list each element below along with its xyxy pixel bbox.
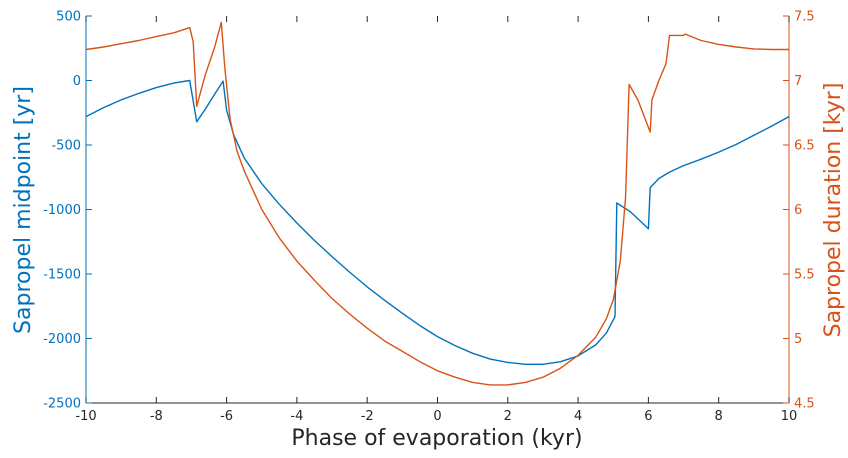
right-y-tick-label: 5	[794, 332, 802, 347]
x-axis-label: Phase of evaporation (kyr)	[291, 426, 582, 451]
right-y-tick-label: 7.5	[794, 10, 815, 25]
x-tick-label: -2	[361, 409, 374, 424]
left-y-tick-label: 0	[73, 74, 81, 89]
right-y-tick-label: 6.5	[794, 139, 815, 154]
x-tick-label: -10	[75, 409, 96, 424]
left-y-tick-label: -2000	[43, 332, 81, 347]
x-tick-label: -6	[220, 409, 233, 424]
x-tick-label: 8	[715, 409, 723, 424]
left-y-tick-label: -2500	[43, 397, 81, 412]
left-y-axis-label: Sapropel midpoint [yr]	[11, 86, 36, 334]
x-tick-label: -8	[150, 409, 163, 424]
x-tick-label: 6	[644, 409, 652, 424]
x-tick-label: 10	[781, 409, 798, 424]
right-y-tick-label: 6	[794, 203, 802, 218]
x-tick-label: 2	[504, 409, 512, 424]
x-tick-label: 0	[433, 409, 441, 424]
right-y-axis-label: Sapropel duration [kyr]	[821, 83, 846, 338]
left-y-tick-label: 500	[56, 10, 81, 25]
plot-area: -10 -8 -6 -4 -2 0 2 4 6 8 10 500 0 -500 -1000 -1500 -200…	[43, 10, 814, 425]
right-y-tick-label: 7	[794, 74, 802, 89]
right-y-tick-label: 4.5	[794, 397, 815, 412]
sapropel-duration-line	[85, 21, 789, 386]
x-tick-label: 4	[574, 409, 582, 424]
sapropel-midpoint-line	[85, 79, 790, 365]
right-y-tick-label: 5.5	[794, 268, 815, 283]
left-y-tick-label: -500	[51, 139, 81, 154]
left-y-tick-label: -1500	[43, 268, 81, 283]
x-tick-label: -4	[290, 409, 303, 424]
left-y-tick-label: -1000	[43, 203, 81, 218]
